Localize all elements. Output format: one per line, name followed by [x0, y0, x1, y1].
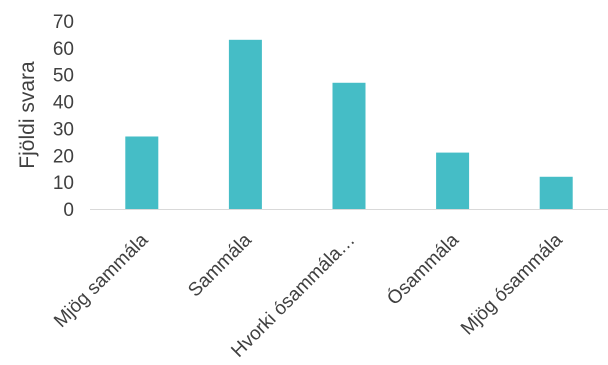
y-tick-label: 10 — [53, 173, 74, 194]
y-tick-label: 70 — [53, 12, 74, 33]
bar — [436, 152, 470, 209]
y-tick-label: 60 — [53, 39, 74, 60]
bar — [332, 82, 366, 209]
y-tick-label: 40 — [53, 93, 74, 114]
y-axis-ticks: 0 10 20 30 40 50 60 70 — [53, 12, 74, 221]
y-axis-title: Fjöldi svara — [16, 61, 39, 169]
x-tick-label: Mjög ósammála — [457, 229, 567, 339]
x-tick-label: Sammála — [184, 229, 256, 301]
bar — [125, 136, 159, 209]
bar — [539, 176, 573, 209]
bar — [228, 39, 262, 209]
x-tick-label: Ósammála — [383, 229, 464, 310]
y-tick-label: 50 — [53, 66, 74, 87]
y-tick-label: 20 — [53, 146, 74, 167]
y-tick-label: 0 — [63, 200, 74, 221]
x-tick-label: Mjög sammála — [50, 229, 153, 332]
bars — [125, 39, 573, 209]
y-tick-label: 30 — [53, 119, 74, 140]
